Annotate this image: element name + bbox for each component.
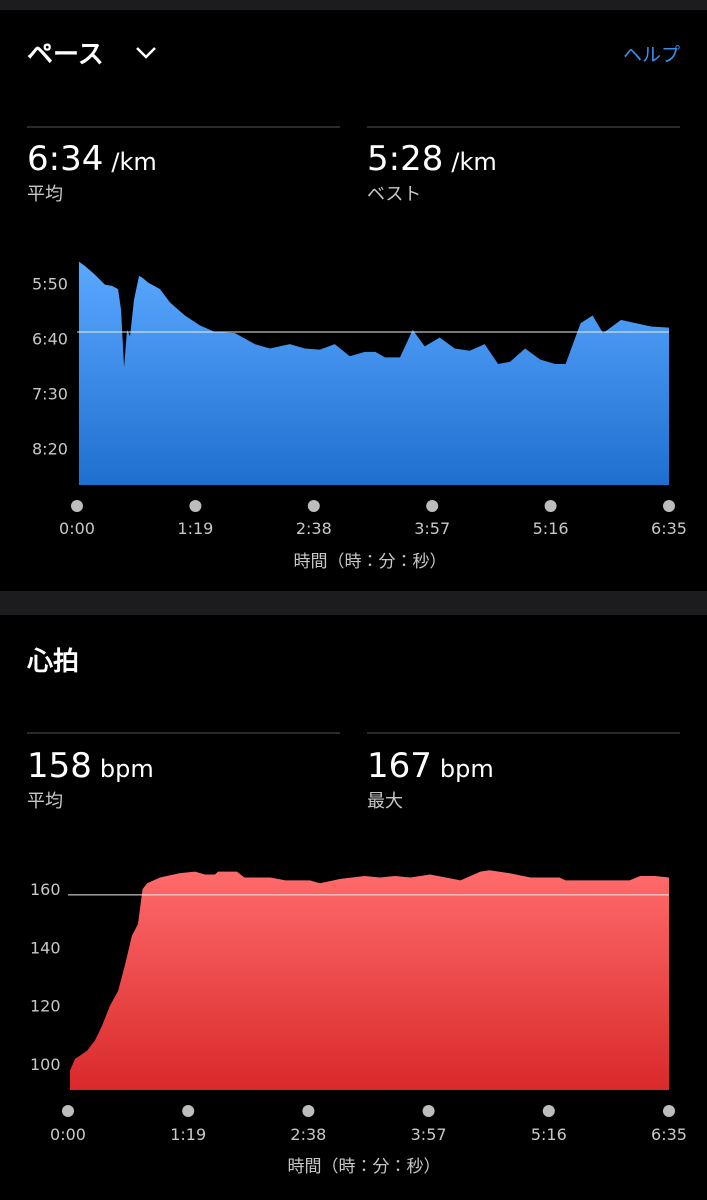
area: [78, 261, 669, 485]
x-tick-label: 6:35: [651, 1125, 687, 1144]
dropdown-chevron[interactable]: [136, 47, 156, 59]
x-tick-dot: [542, 1105, 555, 1117]
y-tick-label: 160: [30, 880, 61, 899]
y-tick-label: 140: [30, 938, 61, 957]
y-tick-label: 120: [30, 997, 61, 1016]
x-tick-label: 0:00: [50, 1125, 86, 1144]
x-tick-dot: [426, 500, 439, 512]
y-tick-label: 8:20: [32, 440, 68, 459]
stat-label: 最大: [367, 791, 403, 812]
x-tick-label: 2:38: [296, 519, 332, 538]
stat-label: ベスト: [367, 184, 421, 205]
x-tick-label: 3:57: [414, 519, 450, 538]
stat: 6:34/km: [27, 139, 157, 179]
x-tick-label: 1:19: [170, 1125, 206, 1144]
x-tick-label: 5:16: [533, 519, 569, 538]
section-title: ペース: [27, 40, 104, 70]
y-tick-label: 5:50: [32, 275, 68, 294]
area: [69, 870, 670, 1090]
x-tick-dot: [422, 1105, 435, 1117]
x-tick-dot: [663, 500, 675, 512]
x-tick-dot: [302, 1105, 315, 1117]
x-tick-label: 5:16: [531, 1125, 567, 1144]
y-tick-label: 6:40: [32, 330, 68, 349]
top-band: [0, 0, 707, 10]
help-link[interactable]: ヘルプ: [623, 44, 680, 66]
y-tick-label: 100: [30, 1055, 61, 1074]
section-gap: [0, 591, 707, 615]
x-tick-label: 3:57: [411, 1125, 447, 1144]
x-tick-label: 0:00: [59, 519, 95, 538]
x-tick-dot: [663, 1105, 675, 1117]
x-tick-dot: [189, 500, 202, 512]
stat: 167 bpm: [367, 746, 494, 786]
y-tick-label: 7:30: [32, 385, 68, 404]
stat: 5:28/km: [367, 139, 497, 179]
stat-label: 平均: [27, 184, 63, 205]
stat: 158 bpm: [27, 746, 154, 786]
x-axis-title: 時間（時：分：秒）: [294, 552, 447, 572]
x-tick-label: 2:38: [290, 1125, 326, 1144]
x-tick-label: 6:35: [651, 519, 687, 538]
x-tick-dot: [182, 1105, 195, 1117]
stat-label: 平均: [27, 791, 63, 812]
x-tick-dot: [307, 500, 320, 512]
x-tick-label: 1:19: [177, 519, 213, 538]
x-tick-dot: [71, 500, 83, 512]
x-tick-dot: [62, 1105, 74, 1117]
section-title: 心拍: [26, 647, 79, 677]
x-tick-dot: [544, 500, 557, 512]
x-axis-title: 時間（時：分：秒）: [288, 1157, 441, 1177]
